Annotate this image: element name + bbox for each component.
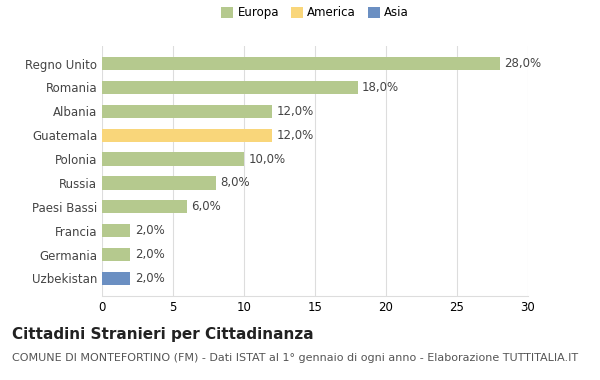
Text: 18,0%: 18,0% xyxy=(362,81,399,94)
Bar xyxy=(102,224,130,237)
Bar xyxy=(102,81,358,94)
Text: 2,0%: 2,0% xyxy=(134,224,164,237)
Legend: Europa, America, Asia: Europa, America, Asia xyxy=(221,6,409,19)
Text: 28,0%: 28,0% xyxy=(504,57,541,70)
Bar xyxy=(102,152,244,166)
Text: COMUNE DI MONTEFORTINO (FM) - Dati ISTAT al 1° gennaio di ogni anno - Elaborazio: COMUNE DI MONTEFORTINO (FM) - Dati ISTAT… xyxy=(12,353,578,363)
Text: 2,0%: 2,0% xyxy=(134,272,164,285)
Bar xyxy=(102,128,272,142)
Text: Cittadini Stranieri per Cittadinanza: Cittadini Stranieri per Cittadinanza xyxy=(12,327,314,342)
Bar xyxy=(102,105,272,118)
Text: 12,0%: 12,0% xyxy=(277,105,314,118)
Bar xyxy=(102,57,500,70)
Bar xyxy=(102,176,215,190)
Text: 6,0%: 6,0% xyxy=(191,200,221,213)
Text: 10,0%: 10,0% xyxy=(248,152,286,166)
Text: 2,0%: 2,0% xyxy=(134,248,164,261)
Bar xyxy=(102,200,187,214)
Text: 8,0%: 8,0% xyxy=(220,176,250,190)
Bar xyxy=(102,248,130,261)
Bar xyxy=(102,272,130,285)
Text: 12,0%: 12,0% xyxy=(277,129,314,142)
